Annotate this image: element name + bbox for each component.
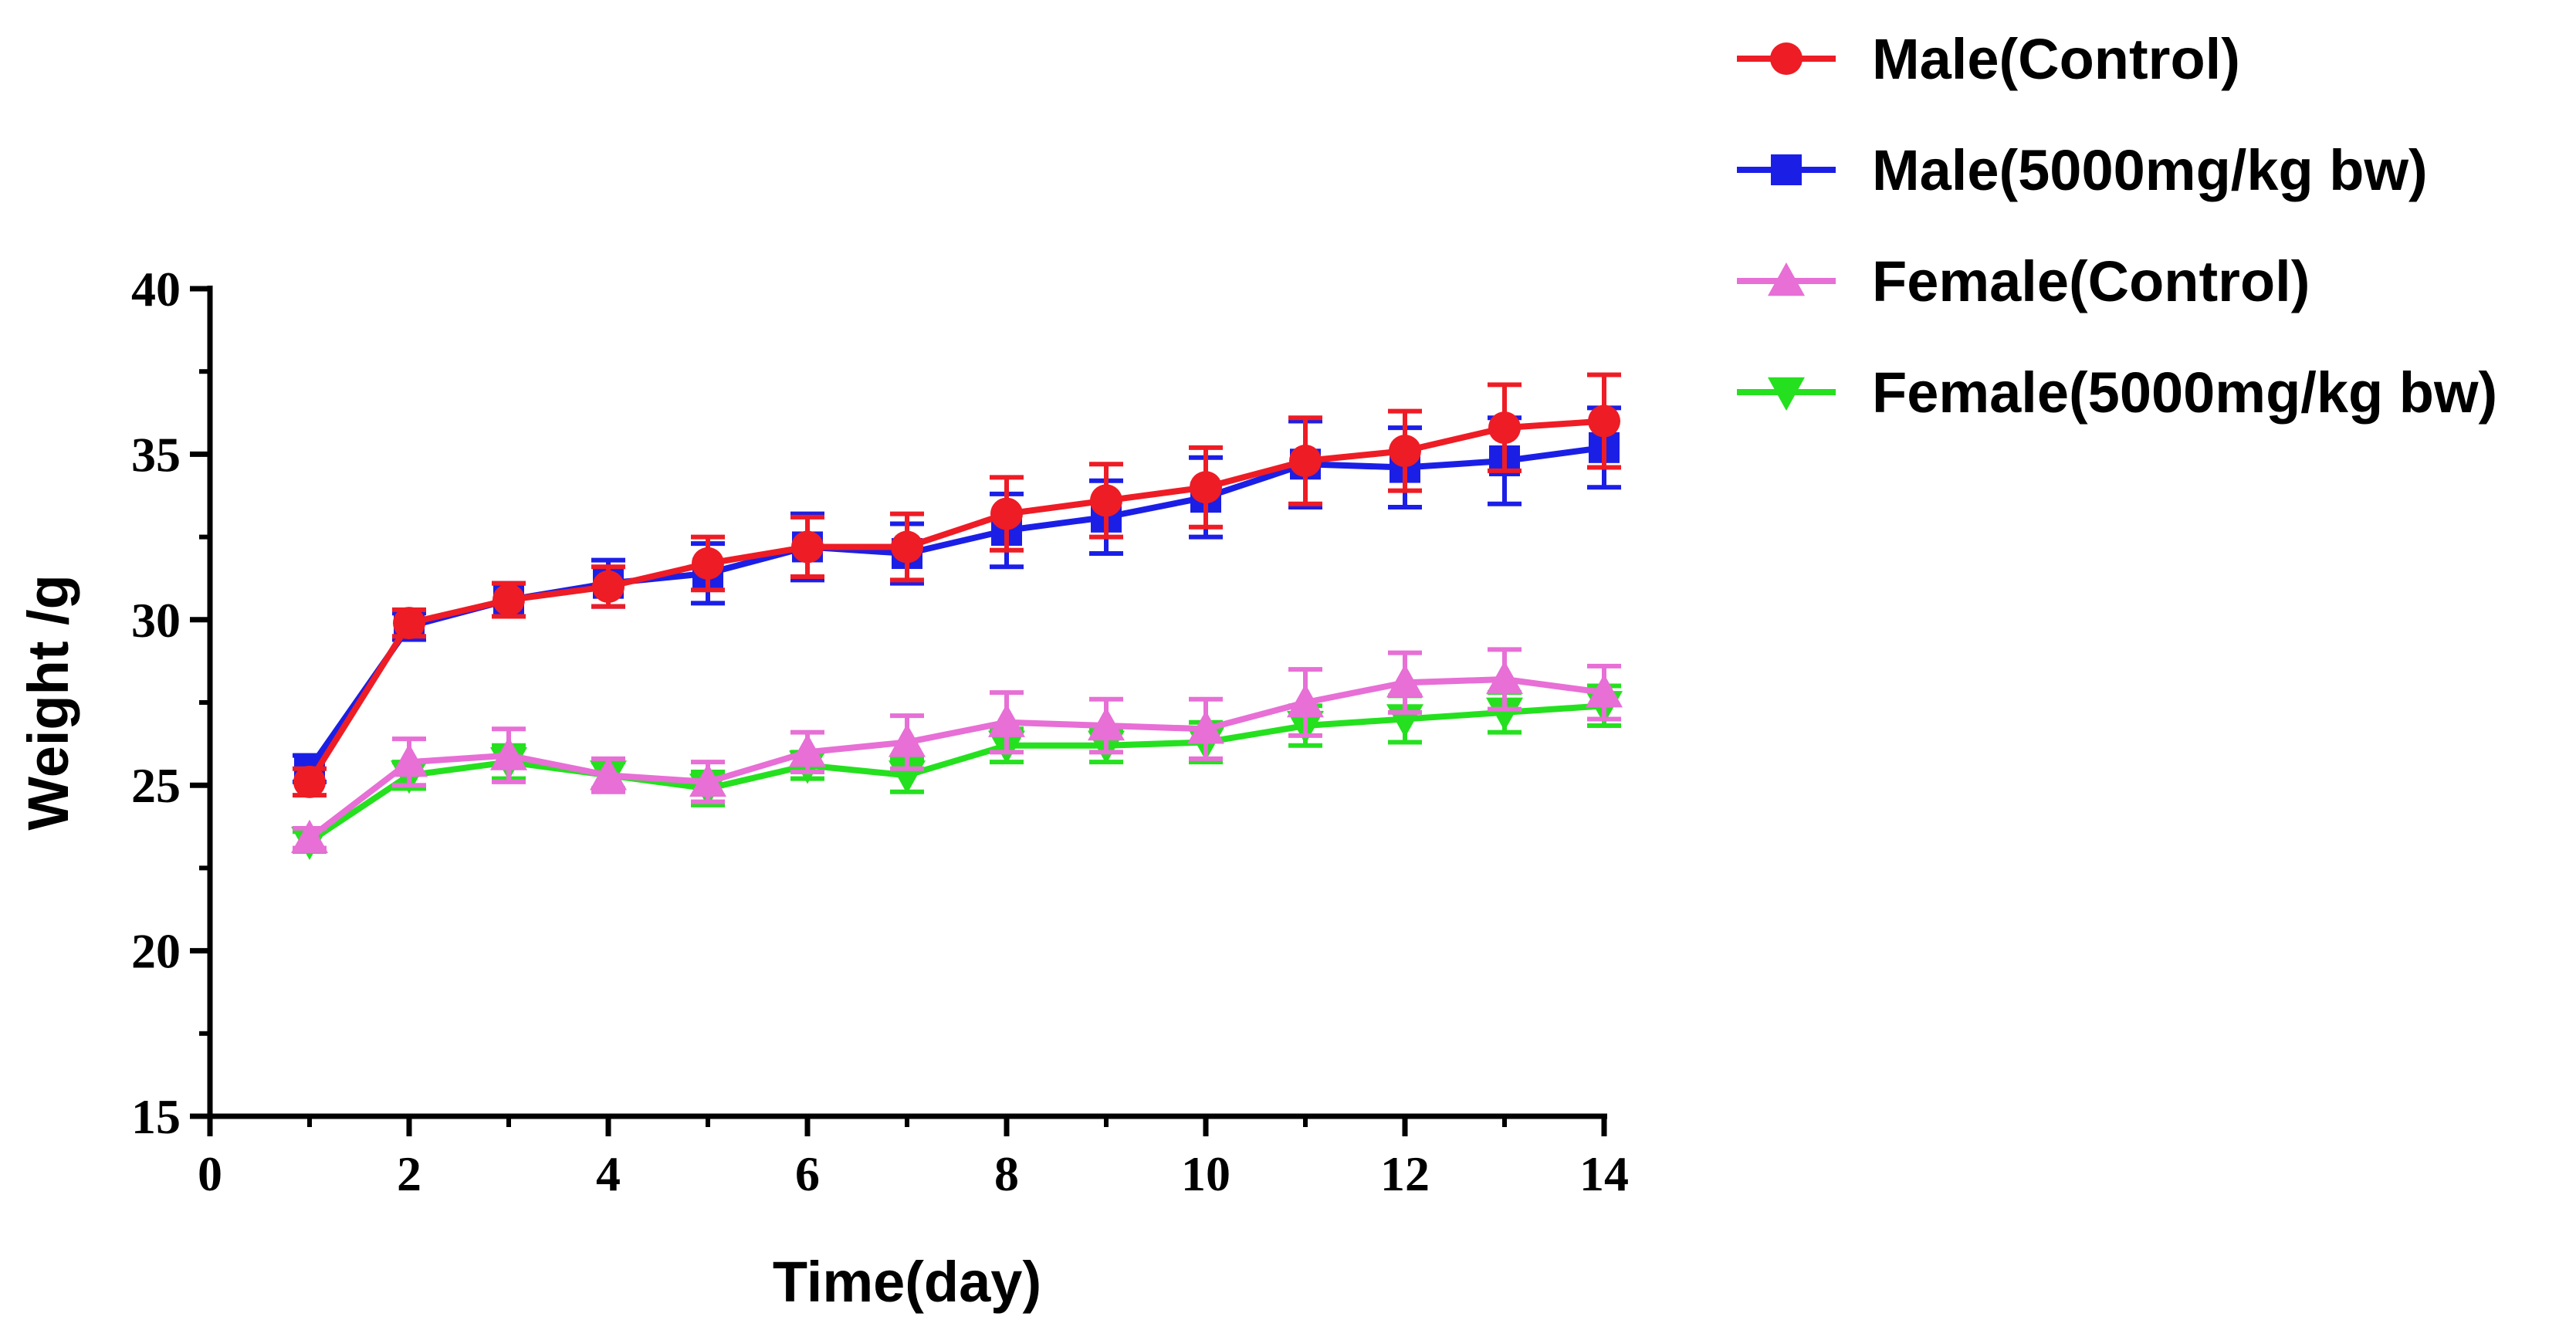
- data-point: [1389, 435, 1421, 468]
- legend-label: Female(5000mg/kg bw): [1872, 361, 2497, 425]
- legend-label: Female(Control): [1872, 249, 2310, 313]
- y-tick-label: 25: [131, 758, 181, 813]
- x-tick-label: 8: [994, 1146, 1019, 1201]
- data-point: [490, 736, 527, 770]
- x-tick-label: 12: [1380, 1146, 1430, 1201]
- data-point: [889, 723, 926, 757]
- data-point: [1187, 710, 1224, 744]
- data-point: [891, 530, 923, 564]
- legend-marker: [1771, 154, 1802, 185]
- data-point: [592, 570, 625, 603]
- y-tick-label: 40: [131, 262, 181, 317]
- y-tick-label: 30: [131, 593, 181, 648]
- data-point: [1386, 664, 1423, 698]
- legend-marker: [1768, 262, 1805, 296]
- series-male-control: [293, 372, 1621, 798]
- y-tick-label: 35: [131, 427, 181, 482]
- x-tick-label: 2: [397, 1146, 421, 1201]
- data-point: [391, 743, 428, 777]
- legend: Male(Control) Male(5000mg/kg bw) Female(Co…: [1737, 27, 2497, 425]
- data-point: [789, 733, 826, 767]
- data-point: [988, 703, 1025, 737]
- series-line: [306, 418, 1605, 784]
- x-axis-title: Time(day): [773, 1250, 1041, 1314]
- legend-item-female-control: Female(Control): [1737, 249, 2310, 313]
- legend-label: Male(Control): [1872, 27, 2240, 91]
- y-axis-title: Weight /g: [16, 574, 80, 831]
- data-point: [1486, 660, 1523, 695]
- legend-label: Male(5000mg/kg bw): [1872, 138, 2428, 202]
- series-female-5000mg-kg-bw: [291, 683, 1623, 861]
- plot-area: [291, 372, 1623, 861]
- data-point: [1289, 444, 1322, 477]
- x-tick-label: 10: [1181, 1146, 1230, 1201]
- data-point: [692, 547, 724, 580]
- axes: 15 20 25 30 35 40 0 2 4 6 8 10 12 14: [131, 262, 1629, 1201]
- data-point: [1486, 697, 1523, 731]
- data-point: [293, 765, 326, 798]
- data-point: [1586, 674, 1623, 708]
- x-tick-label: 4: [596, 1146, 621, 1201]
- data-point: [1088, 707, 1125, 741]
- x-tick-label: 14: [1579, 1146, 1629, 1201]
- legend-marker: [1770, 42, 1803, 75]
- series-line: [307, 675, 1605, 841]
- x-tick-label: 0: [198, 1146, 222, 1201]
- legend-marker: [1768, 377, 1805, 411]
- data-point: [393, 607, 425, 640]
- series-line: [307, 702, 1605, 845]
- data-point: [1588, 405, 1620, 438]
- y-tick-label: 15: [131, 1089, 181, 1144]
- legend-item-male-control: Male(Control): [1737, 27, 2240, 91]
- data-point: [1287, 684, 1324, 718]
- data-point: [990, 497, 1023, 530]
- data-point: [291, 819, 328, 854]
- data-point: [1090, 484, 1122, 517]
- x-tick-label: 6: [795, 1146, 820, 1201]
- data-point: [1190, 471, 1222, 504]
- data-point: [493, 584, 525, 617]
- data-point: [1488, 411, 1521, 445]
- y-tick-label: 20: [131, 924, 181, 979]
- series-female-control: [291, 647, 1623, 854]
- legend-item-female-5000mg-kg-bw: Female(5000mg/kg bw): [1737, 361, 2497, 425]
- data-point: [590, 757, 627, 790]
- data-point: [791, 530, 824, 564]
- legend-item-male-5000mg-kg-bw: Male(5000mg/kg bw): [1737, 138, 2428, 202]
- data-point: [689, 763, 726, 797]
